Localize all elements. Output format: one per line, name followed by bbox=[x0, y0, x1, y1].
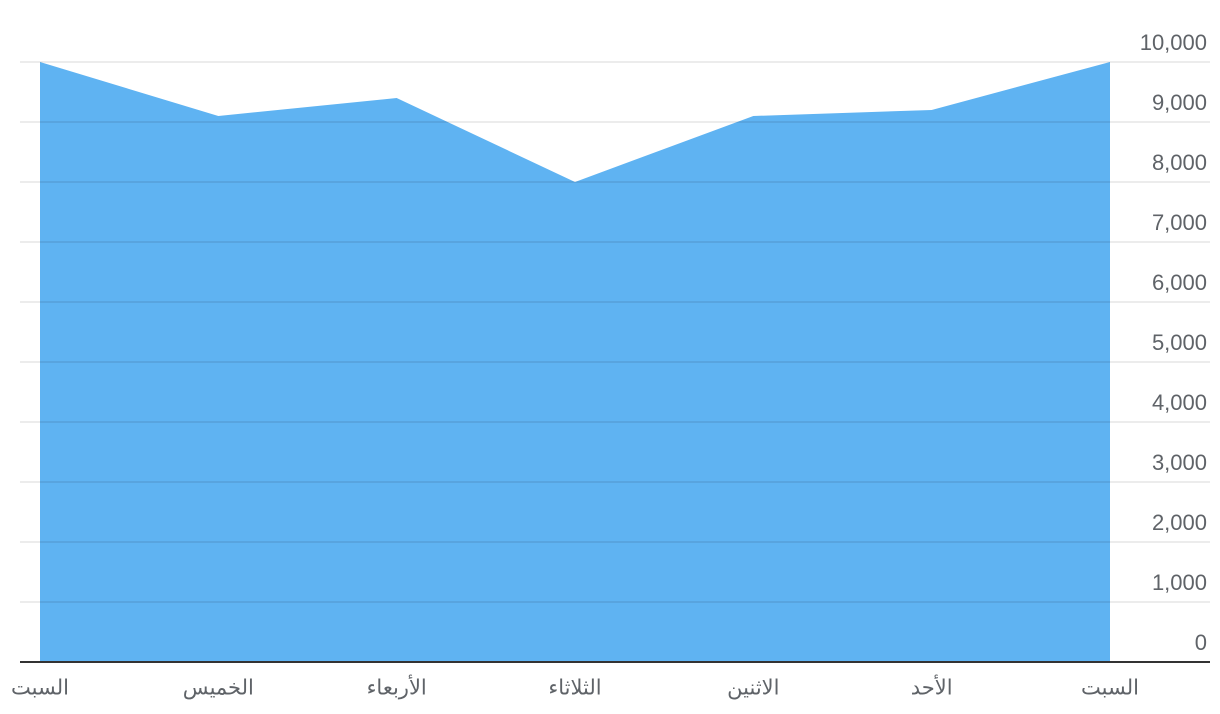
x-tick-label: الأحد bbox=[911, 675, 953, 700]
y-tick-label: 5,000 bbox=[1152, 330, 1207, 355]
y-tick-label: 7,000 bbox=[1152, 210, 1207, 235]
y-tick-label: 8,000 bbox=[1152, 150, 1207, 175]
x-tick-label: الاثنين bbox=[727, 677, 779, 700]
y-tick-label: 10,000 bbox=[1140, 30, 1207, 55]
x-tick-label: السبت bbox=[11, 677, 69, 700]
area bbox=[40, 62, 1110, 662]
y-tick-label: 6,000 bbox=[1152, 270, 1207, 295]
y-tick-label: 2,000 bbox=[1152, 510, 1207, 535]
x-tick-label: الخميس bbox=[183, 677, 254, 700]
y-tick-label: 0 bbox=[1195, 630, 1207, 655]
y-tick-label: 3,000 bbox=[1152, 450, 1207, 475]
x-tick-label: السبت bbox=[1081, 677, 1139, 700]
y-tick-label: 4,000 bbox=[1152, 390, 1207, 415]
y-tick-label: 9,000 bbox=[1152, 90, 1207, 115]
x-tick-label: الأربعاء bbox=[367, 675, 427, 700]
y-tick-label: 1,000 bbox=[1152, 570, 1207, 595]
x-tick-label: الثلاثاء bbox=[548, 677, 601, 700]
